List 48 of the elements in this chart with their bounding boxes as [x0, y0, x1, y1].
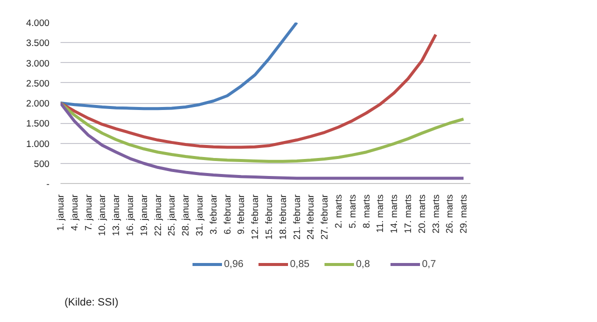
legend-label: 0,8	[356, 258, 371, 270]
legend-label: 0,96	[224, 258, 244, 270]
y-tick-label: 500	[34, 158, 50, 169]
x-tick-label: 5. marts	[347, 194, 358, 228]
line-series	[60, 33, 438, 149]
x-tick-label: 14. marts	[389, 194, 400, 234]
x-tick-label: 25. januar	[166, 194, 177, 236]
x-tick-label: 22. januar	[152, 194, 163, 236]
y-tick-label: 3.000	[26, 58, 50, 68]
line-series	[60, 102, 466, 163]
x-tick-label: 24. februar	[306, 194, 316, 240]
x-tick-label: 17. marts	[402, 194, 413, 234]
x-tick-label: 12. februar	[250, 194, 260, 240]
x-tick-label: 1. januar	[56, 194, 66, 231]
text: (Kilde: SSI)	[64, 296, 118, 308]
x-tick-label: 6. februar	[222, 194, 232, 234]
y-tick-label: 1.000	[26, 138, 50, 149]
x-tick-label: 3. februar	[208, 194, 218, 234]
x-tick-label: 31. januar	[194, 194, 204, 236]
x-tick-label: 13. januar	[111, 194, 122, 236]
y-tick-label: 2.500	[26, 78, 50, 88]
line-series	[60, 22, 298, 110]
legend-label: 0,7	[422, 258, 437, 270]
x-tick-label: 11. marts	[375, 194, 386, 233]
y-tick-label: 4.000	[26, 18, 50, 28]
x-tick-label: 16. januar	[124, 194, 135, 236]
x-tick-label: 8. marts	[361, 194, 372, 228]
x-tick-label: 18. februar	[278, 194, 288, 240]
line-series	[60, 102, 466, 180]
x-tick-label: 15. februar	[264, 194, 274, 240]
x-tick-label: 27. februar	[320, 194, 330, 240]
x-tick-label: 29. marts	[458, 194, 469, 234]
x-tick-label: 26. marts	[444, 194, 455, 234]
x-tick-label: 10. januar	[97, 194, 108, 236]
x-tick-label: 20. marts	[416, 194, 427, 234]
y-tick-label: 3.500	[26, 38, 50, 48]
legend-label: 0,85	[290, 258, 310, 270]
x-tick-label: 19. januar	[138, 194, 149, 236]
x-tick-label: 28. januar	[180, 194, 191, 236]
x-tick-label: 23. marts	[430, 194, 441, 234]
x-tick-label: 4. januar	[69, 194, 80, 231]
x-tick-label: 2. marts	[333, 194, 344, 228]
x-tick-label: 21. februar	[292, 194, 302, 240]
x-tick-label: 9. februar	[236, 194, 246, 234]
y-tick-label: -	[46, 179, 50, 189]
y-tick-label: 2.000	[26, 98, 50, 108]
x-tick-label: 7. januar	[83, 194, 94, 231]
y-tick-label: 1.500	[26, 118, 50, 129]
